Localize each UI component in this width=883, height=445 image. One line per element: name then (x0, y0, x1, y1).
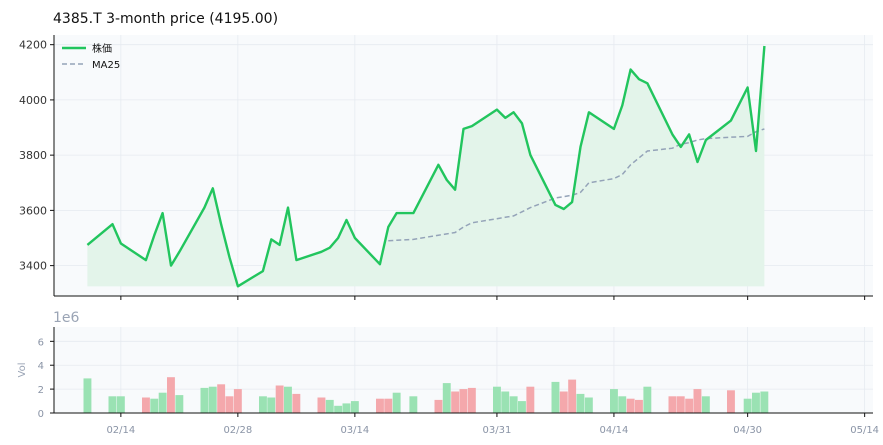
volume-bar (501, 391, 510, 413)
volume-bar (350, 401, 359, 413)
volume-y-tick-label: 4 (38, 361, 44, 372)
volume-bar (743, 398, 752, 413)
volume-bar (668, 396, 677, 413)
volume-y-tick-label: 2 (38, 385, 44, 396)
volume-bar (275, 385, 284, 413)
volume-bar (267, 397, 276, 413)
volume-bar (467, 387, 476, 413)
volume-bar (727, 390, 735, 413)
volume-bar (459, 389, 468, 413)
price-y-tick-label: 3600 (19, 204, 47, 217)
volume-bar (208, 386, 217, 413)
volume-bar (409, 396, 418, 413)
volume-bar (518, 401, 526, 413)
volume-y-tick-label: 0 (38, 409, 44, 420)
volume-bar (701, 396, 710, 413)
volume-y-label: Vol (17, 363, 28, 378)
volume-bar (451, 391, 460, 413)
legend-label-ma25: MA25 (92, 60, 120, 71)
volume-bar (576, 393, 585, 413)
volume-bar (526, 386, 535, 413)
price-y-tick-label: 3800 (19, 149, 47, 162)
volume-bar (685, 398, 694, 413)
price-x-ticks (120, 296, 866, 300)
volume-bar (108, 396, 117, 413)
volume-bar (568, 379, 577, 413)
volume-bar (676, 396, 685, 413)
volume-bar (158, 392, 167, 413)
price-line (86, 45, 766, 288)
volume-x-tick-label: 04/30 (733, 425, 762, 436)
volume-bar (116, 396, 125, 413)
volume-bar (584, 397, 593, 413)
volume-y-tick-label: 6 (38, 337, 44, 348)
volume-bar (434, 399, 443, 413)
volume-bar (83, 378, 92, 413)
volume-bar (442, 383, 451, 413)
volume-x-axis: 02/14 02/28 03/14 03/31 04/14 04/30 05/14 (106, 413, 879, 436)
volume-bar (217, 384, 226, 413)
volume-bar (334, 405, 343, 413)
volume-bar (376, 398, 384, 413)
volume-x-tick-label: 02/14 (106, 425, 135, 436)
volume-bar (200, 387, 209, 413)
volume-x-tick-label: 04/14 (600, 425, 629, 436)
volume-bars (83, 377, 769, 413)
volume-bar (618, 396, 627, 413)
volume-bar (626, 398, 635, 413)
volume-bar (559, 391, 568, 413)
volume-bar (752, 392, 760, 413)
volume-bar (342, 403, 351, 413)
volume-x-tick-label: 05/14 (850, 425, 879, 436)
volume-bar (509, 396, 518, 413)
volume-bar (693, 389, 702, 413)
chart-title: 4385.T 3-month price (4195.00) (53, 11, 278, 27)
volume-bar (760, 391, 769, 413)
volume-bar (284, 386, 292, 413)
price-area-fill (87, 46, 765, 287)
volume-y-axis: 0 2 4 6 (38, 337, 54, 420)
volume-bar (292, 393, 301, 413)
volume-bar (635, 399, 643, 413)
price-y-tick-label: 4200 (19, 39, 47, 52)
volume-bar (167, 377, 175, 413)
volume-bar (325, 399, 334, 413)
volume-bar (392, 392, 401, 413)
ma25-line (388, 128, 765, 242)
volume-bar (175, 395, 184, 413)
volume-bar (610, 389, 618, 413)
legend: 株価 MA25 (62, 42, 120, 71)
volume-bar (384, 398, 393, 413)
price-y-axis: 3400 3600 3800 4000 4200 (19, 39, 54, 273)
volume-bar (225, 396, 234, 413)
volume-x-tick-label: 02/28 (223, 425, 252, 436)
volume-bar (551, 381, 560, 413)
volume-sci-label: 1e6 (53, 310, 80, 326)
volume-bar (259, 396, 267, 413)
volume-bar (150, 398, 159, 413)
volume-bar (142, 397, 150, 413)
legend-label-price: 株価 (92, 42, 112, 55)
volume-bar (317, 397, 326, 413)
volume-bar (643, 386, 652, 413)
volume-bar (233, 389, 242, 413)
volume-x-tick-label: 03/31 (483, 425, 512, 436)
volume-bar (493, 386, 501, 413)
price-y-tick-label: 4000 (19, 94, 47, 107)
price-y-tick-label: 3400 (19, 260, 47, 273)
volume-x-tick-label: 03/14 (340, 425, 369, 436)
